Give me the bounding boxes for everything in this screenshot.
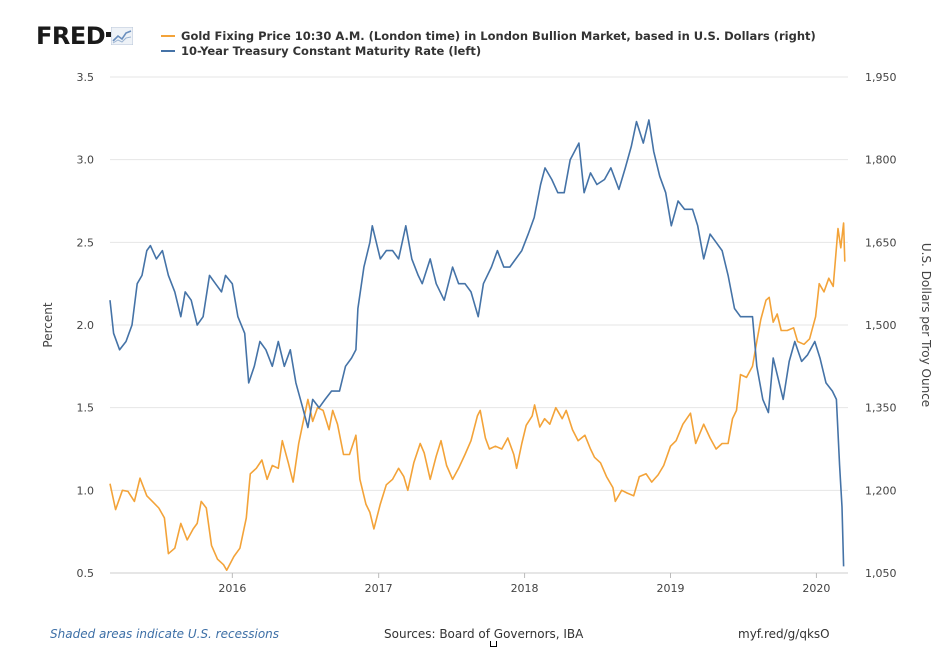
legend-label-gold: Gold Fixing Price 10:30 A.M. (London tim… — [181, 28, 816, 43]
cursor-icon — [490, 641, 497, 647]
legend-item-treasury[interactable]: 10-Year Treasury Constant Maturity Rate … — [161, 43, 816, 58]
grid-lines — [110, 76, 848, 574]
left-tick-label: 2.5 — [77, 236, 95, 249]
x-tick-label: 2019 — [656, 582, 684, 595]
logo-dot — [106, 32, 112, 37]
line-chart-icon — [111, 27, 134, 45]
series-line-treasury[interactable] — [109, 119, 845, 567]
legend-swatch-gold — [161, 34, 175, 37]
legend-item-gold[interactable]: Gold Fixing Price 10:30 A.M. (London tim… — [161, 28, 816, 43]
right-tick-label: 1,950 — [865, 71, 897, 84]
series-line-gold[interactable] — [109, 222, 846, 572]
logo-text: FRED — [36, 22, 106, 50]
legend-label-treasury: 10-Year Treasury Constant Maturity Rate … — [181, 43, 482, 58]
x-tick-label: 2016 — [218, 582, 246, 595]
left-axis-label: Percent — [41, 302, 55, 347]
left-tick-label: 3.5 — [77, 71, 95, 84]
x-tick-label: 2020 — [802, 582, 830, 595]
left-tick-label: 1.5 — [77, 402, 95, 415]
left-tick-label: 1.0 — [77, 484, 95, 497]
left-axis-ticks: 0.5 1.0 1.5 2.0 2.5 3.0 3.5 — [77, 71, 95, 580]
left-tick-label: 0.5 — [77, 567, 95, 580]
right-tick-label: 1,350 — [865, 402, 897, 415]
short-url-link[interactable]: myf.red/g/qksO — [738, 627, 830, 641]
series-lines — [109, 119, 846, 572]
right-axis-ticks: 1,050 1,200 1,350 1,500 1,650 1,800 1,950 — [865, 71, 897, 580]
right-tick-label: 1,200 — [865, 484, 897, 497]
x-tick-label: 2018 — [511, 582, 539, 595]
chart-legend: Gold Fixing Price 10:30 A.M. (London tim… — [161, 28, 816, 58]
right-tick-label: 1,500 — [865, 319, 897, 332]
left-tick-label: 3.0 — [77, 154, 95, 167]
right-axis-label: U.S. Dollars per Troy Ounce — [919, 243, 933, 407]
legend-swatch-treasury — [161, 49, 175, 52]
left-tick-label: 2.0 — [77, 319, 95, 332]
fred-logo[interactable]: FRED — [36, 22, 134, 50]
x-axis-ticks: 2016 2017 2018 2019 2020 — [110, 572, 848, 595]
right-tick-label: 1,050 — [865, 567, 897, 580]
recessions-note: Shaded areas indicate U.S. recessions — [50, 627, 280, 641]
right-tick-label: 1,800 — [865, 154, 897, 167]
sources-text: Sources: Board of Governors, IBA — [384, 627, 584, 641]
x-tick-label: 2017 — [365, 582, 393, 595]
right-tick-label: 1,650 — [865, 236, 897, 249]
